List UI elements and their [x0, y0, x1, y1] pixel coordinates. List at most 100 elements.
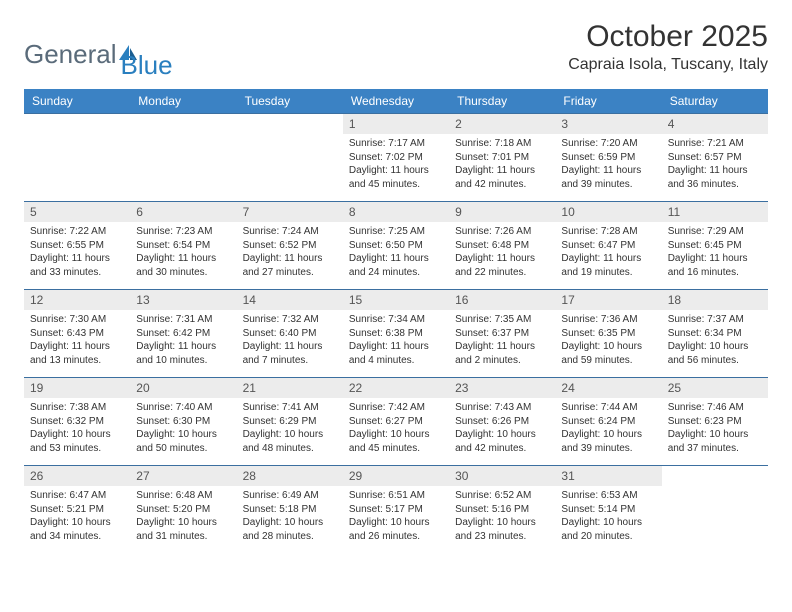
calendar-cell: 25Sunrise: 7:46 AMSunset: 6:23 PMDayligh…	[662, 378, 768, 466]
daylight-text: Daylight: 10 hours and 28 minutes.	[243, 516, 337, 543]
calendar-cell	[24, 114, 130, 202]
calendar-cell: 5Sunrise: 7:22 AMSunset: 6:55 PMDaylight…	[24, 202, 130, 290]
day-number: 15	[343, 290, 449, 310]
sunset-text: Sunset: 5:21 PM	[30, 503, 124, 517]
sunrise-text: Sunrise: 6:47 AM	[30, 489, 124, 503]
sunrise-text: Sunrise: 7:24 AM	[243, 225, 337, 239]
day-number: 2	[449, 114, 555, 134]
sunrise-text: Sunrise: 7:44 AM	[561, 401, 655, 415]
daylight-text: Daylight: 11 hours and 36 minutes.	[668, 164, 762, 191]
day-number: 19	[24, 378, 130, 398]
sunrise-text: Sunrise: 7:35 AM	[455, 313, 549, 327]
sunset-text: Sunset: 6:23 PM	[668, 415, 762, 429]
calendar-cell: 21Sunrise: 7:41 AMSunset: 6:29 PMDayligh…	[237, 378, 343, 466]
sunrise-text: Sunrise: 7:46 AM	[668, 401, 762, 415]
day-number: 17	[555, 290, 661, 310]
calendar-week-row: 19Sunrise: 7:38 AMSunset: 6:32 PMDayligh…	[24, 378, 768, 466]
sunset-text: Sunset: 6:27 PM	[349, 415, 443, 429]
daylight-text: Daylight: 10 hours and 37 minutes.	[668, 428, 762, 455]
day-details: Sunrise: 7:34 AMSunset: 6:38 PMDaylight:…	[343, 310, 449, 371]
day-details: Sunrise: 7:29 AMSunset: 6:45 PMDaylight:…	[662, 222, 768, 283]
calendar-cell: 26Sunrise: 6:47 AMSunset: 5:21 PMDayligh…	[24, 466, 130, 554]
calendar-cell: 12Sunrise: 7:30 AMSunset: 6:43 PMDayligh…	[24, 290, 130, 378]
day-number: 3	[555, 114, 661, 134]
day-number: 11	[662, 202, 768, 222]
day-details: Sunrise: 7:28 AMSunset: 6:47 PMDaylight:…	[555, 222, 661, 283]
day-number: 26	[24, 466, 130, 486]
sunset-text: Sunset: 6:24 PM	[561, 415, 655, 429]
day-details: Sunrise: 7:44 AMSunset: 6:24 PMDaylight:…	[555, 398, 661, 459]
sunrise-text: Sunrise: 7:42 AM	[349, 401, 443, 415]
daylight-text: Daylight: 10 hours and 42 minutes.	[455, 428, 549, 455]
sunrise-text: Sunrise: 7:32 AM	[243, 313, 337, 327]
calendar-cell: 6Sunrise: 7:23 AMSunset: 6:54 PMDaylight…	[130, 202, 236, 290]
day-number: 1	[343, 114, 449, 134]
calendar-cell: 1Sunrise: 7:17 AMSunset: 7:02 PMDaylight…	[343, 114, 449, 202]
calendar-body: 1Sunrise: 7:17 AMSunset: 7:02 PMDaylight…	[24, 114, 768, 554]
day-number: 16	[449, 290, 555, 310]
day-header: Tuesday	[237, 89, 343, 114]
calendar-header-row: SundayMondayTuesdayWednesdayThursdayFrid…	[24, 89, 768, 114]
daylight-text: Daylight: 11 hours and 16 minutes.	[668, 252, 762, 279]
daylight-text: Daylight: 10 hours and 26 minutes.	[349, 516, 443, 543]
calendar-week-row: 5Sunrise: 7:22 AMSunset: 6:55 PMDaylight…	[24, 202, 768, 290]
sunset-text: Sunset: 5:17 PM	[349, 503, 443, 517]
sunrise-text: Sunrise: 7:22 AM	[30, 225, 124, 239]
daylight-text: Daylight: 10 hours and 23 minutes.	[455, 516, 549, 543]
sunset-text: Sunset: 6:34 PM	[668, 327, 762, 341]
day-number: 13	[130, 290, 236, 310]
day-header: Wednesday	[343, 89, 449, 114]
day-header: Sunday	[24, 89, 130, 114]
day-number: 23	[449, 378, 555, 398]
calendar-cell: 31Sunrise: 6:53 AMSunset: 5:14 PMDayligh…	[555, 466, 661, 554]
sunrise-text: Sunrise: 7:34 AM	[349, 313, 443, 327]
day-details: Sunrise: 7:24 AMSunset: 6:52 PMDaylight:…	[237, 222, 343, 283]
sunrise-text: Sunrise: 7:28 AM	[561, 225, 655, 239]
calendar-cell: 7Sunrise: 7:24 AMSunset: 6:52 PMDaylight…	[237, 202, 343, 290]
day-number: 14	[237, 290, 343, 310]
day-details: Sunrise: 7:30 AMSunset: 6:43 PMDaylight:…	[24, 310, 130, 371]
day-details: Sunrise: 6:47 AMSunset: 5:21 PMDaylight:…	[24, 486, 130, 547]
sunrise-text: Sunrise: 7:41 AM	[243, 401, 337, 415]
sunset-text: Sunset: 6:42 PM	[136, 327, 230, 341]
sunset-text: Sunset: 6:30 PM	[136, 415, 230, 429]
day-number: 31	[555, 466, 661, 486]
daylight-text: Daylight: 10 hours and 31 minutes.	[136, 516, 230, 543]
day-details: Sunrise: 7:17 AMSunset: 7:02 PMDaylight:…	[343, 134, 449, 195]
calendar-cell: 27Sunrise: 6:48 AMSunset: 5:20 PMDayligh…	[130, 466, 236, 554]
daylight-text: Daylight: 11 hours and 27 minutes.	[243, 252, 337, 279]
header: General Blue October 2025 Capraia Isola,…	[24, 20, 768, 81]
sunrise-text: Sunrise: 7:31 AM	[136, 313, 230, 327]
daylight-text: Daylight: 10 hours and 53 minutes.	[30, 428, 124, 455]
day-details: Sunrise: 7:42 AMSunset: 6:27 PMDaylight:…	[343, 398, 449, 459]
day-number: 9	[449, 202, 555, 222]
day-header: Saturday	[662, 89, 768, 114]
sunset-text: Sunset: 6:38 PM	[349, 327, 443, 341]
daylight-text: Daylight: 10 hours and 45 minutes.	[349, 428, 443, 455]
calendar-cell: 8Sunrise: 7:25 AMSunset: 6:50 PMDaylight…	[343, 202, 449, 290]
sunrise-text: Sunrise: 6:49 AM	[243, 489, 337, 503]
logo-word-general: General	[24, 39, 117, 70]
logo-word-blue: Blue	[121, 50, 173, 80]
sunrise-text: Sunrise: 7:40 AM	[136, 401, 230, 415]
day-details: Sunrise: 6:51 AMSunset: 5:17 PMDaylight:…	[343, 486, 449, 547]
sunset-text: Sunset: 6:29 PM	[243, 415, 337, 429]
daylight-text: Daylight: 11 hours and 45 minutes.	[349, 164, 443, 191]
sunset-text: Sunset: 6:35 PM	[561, 327, 655, 341]
daylight-text: Daylight: 10 hours and 56 minutes.	[668, 340, 762, 367]
day-number: 27	[130, 466, 236, 486]
daylight-text: Daylight: 10 hours and 34 minutes.	[30, 516, 124, 543]
calendar-cell: 2Sunrise: 7:18 AMSunset: 7:01 PMDaylight…	[449, 114, 555, 202]
calendar-cell: 9Sunrise: 7:26 AMSunset: 6:48 PMDaylight…	[449, 202, 555, 290]
day-number: 8	[343, 202, 449, 222]
day-number: 10	[555, 202, 661, 222]
calendar-cell: 23Sunrise: 7:43 AMSunset: 6:26 PMDayligh…	[449, 378, 555, 466]
calendar-cell	[237, 114, 343, 202]
sunrise-text: Sunrise: 7:18 AM	[455, 137, 549, 151]
sunrise-text: Sunrise: 7:23 AM	[136, 225, 230, 239]
sunrise-text: Sunrise: 6:51 AM	[349, 489, 443, 503]
day-number: 6	[130, 202, 236, 222]
sunset-text: Sunset: 5:16 PM	[455, 503, 549, 517]
sunset-text: Sunset: 6:48 PM	[455, 239, 549, 253]
sunset-text: Sunset: 6:32 PM	[30, 415, 124, 429]
